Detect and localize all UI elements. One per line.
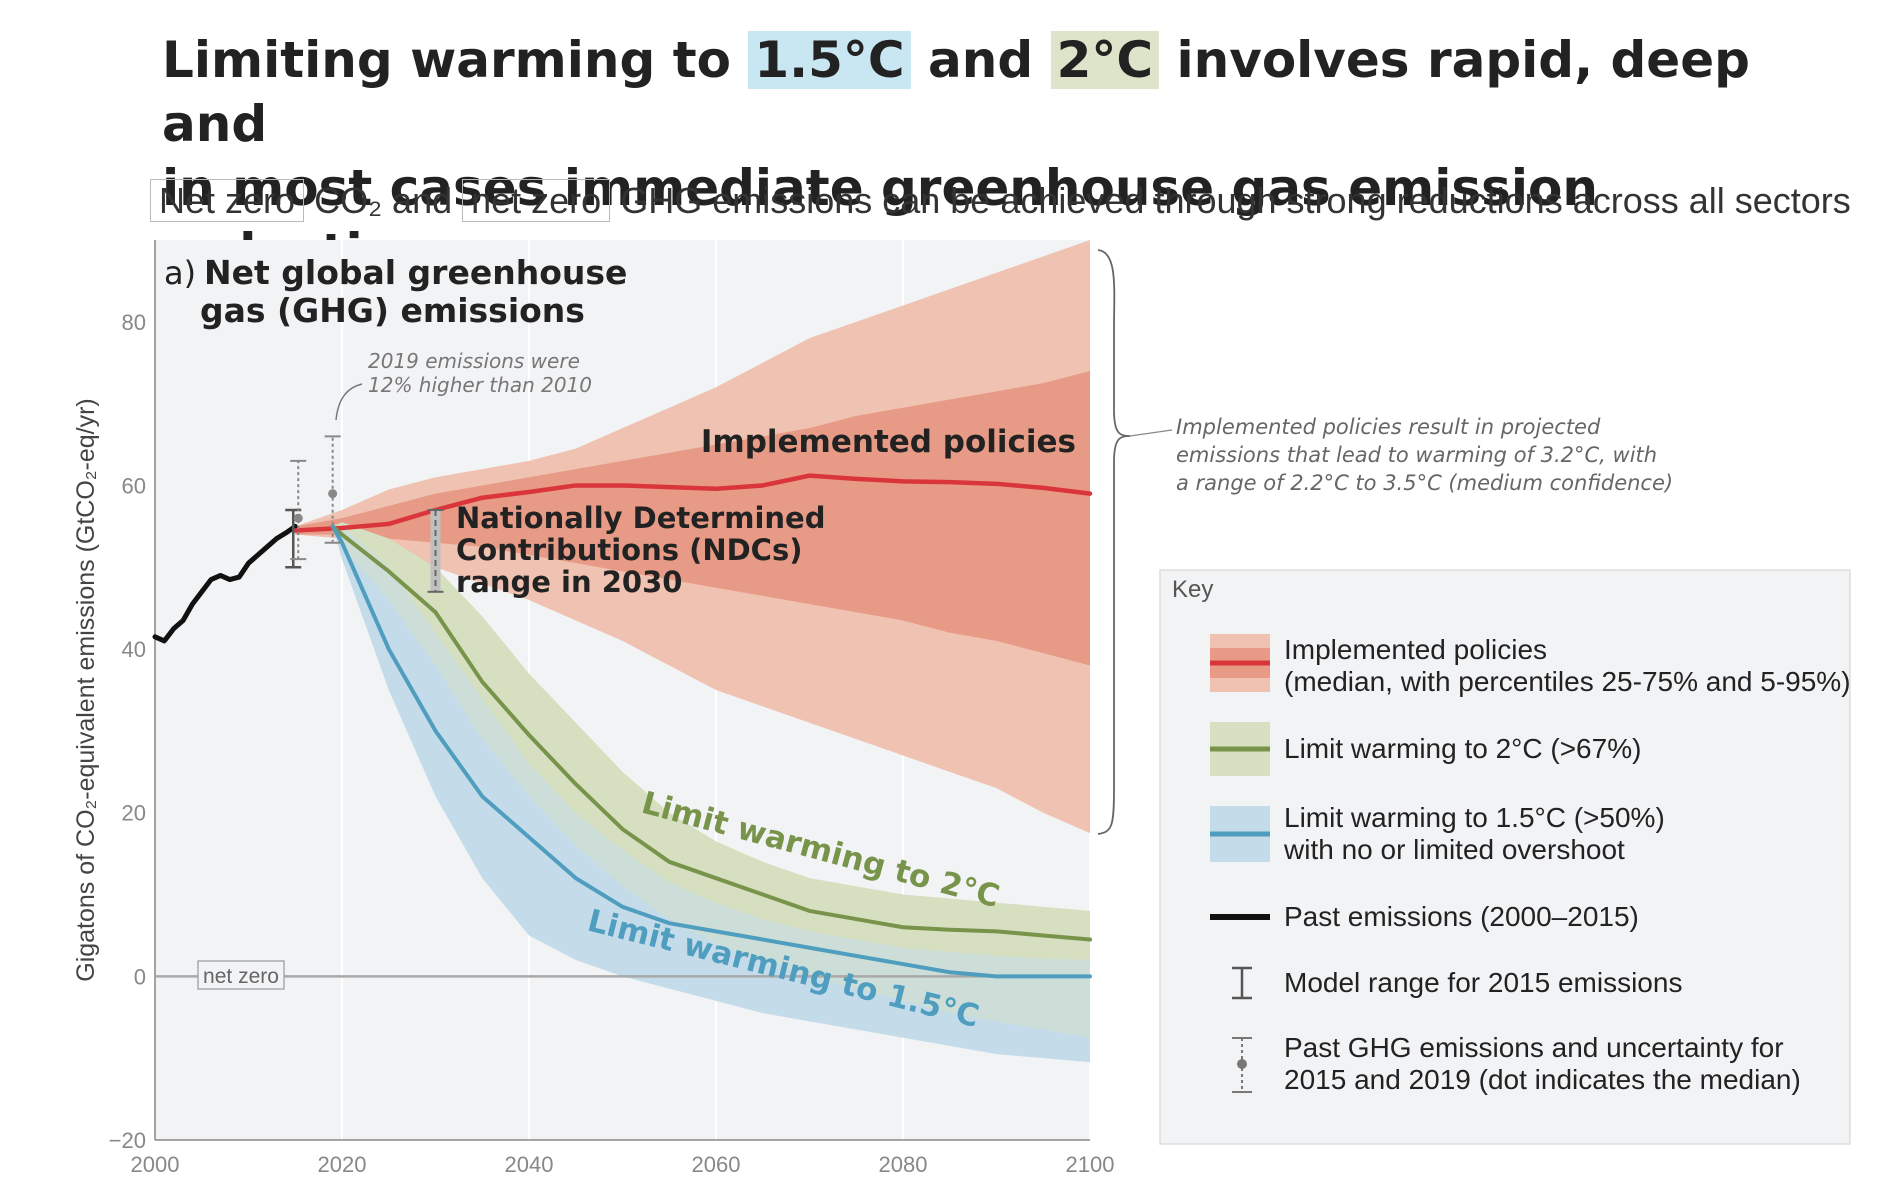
legend-label-past-uncertainty-line-2: 2015 and 2019 (dot indicates the median)	[1284, 1064, 1801, 1095]
legend-title: Key	[1172, 576, 1214, 603]
legend-label-past-uncertainty: Past GHG emissions and uncertainty for 2…	[1284, 1032, 1801, 1096]
panel-title-line-1: Net global greenhouse	[204, 253, 627, 292]
legend-label-model-range: Model range for 2015 emissions	[1284, 967, 1683, 998]
y-tick-label-20: 20	[122, 801, 146, 826]
two-deg-band	[332, 522, 1090, 1038]
panel-label: a)	[164, 254, 196, 292]
legend-label-implemented-line-1: Implemented policies	[1284, 634, 1548, 665]
two-deg-median-line	[330, 524, 1092, 942]
implemented-policies-label: Implemented policies	[701, 424, 1076, 460]
two-deg-band-overlay	[332, 522, 1090, 1038]
brace-note-line-1: Implemented policies result in projected	[1176, 415, 1601, 439]
legend-swatch-past-uncertainty	[1232, 1037, 1252, 1093]
y-tick-labels: −20 0 20 40 60 80	[109, 310, 146, 1153]
subtitle: Net zero CO₂ and net zero GHG emissions …	[150, 178, 1870, 224]
subtitle-box-net-zero-ghg: net zero	[462, 179, 611, 222]
subtitle-part-1: CO₂ and	[304, 180, 463, 221]
implemented-brace	[1097, 249, 1131, 835]
legend-label-two-deg: Limit warming to 2°C (>67%)	[1284, 733, 1642, 764]
legend-swatch-model-range	[1232, 966, 1252, 1000]
title-part-3: involves rapid, deep and	[162, 31, 1750, 153]
ndc-label-line-3: range in 2030	[456, 565, 682, 599]
y-tick-label-0: 0	[134, 964, 146, 989]
series-bands	[295, 240, 1090, 1063]
one-five-band	[332, 526, 1090, 1063]
past-uncertainty-median-2019	[328, 489, 338, 499]
legend-box	[1159, 569, 1851, 1145]
annotation-2019-arrow	[335, 383, 363, 421]
past-uncertainty-median-2015	[293, 513, 303, 523]
legend-label-implemented: Implemented policies (median, with perce…	[1284, 634, 1851, 698]
x-tick-label-2040: 2040	[505, 1152, 554, 1177]
brace-note-line-3: a range of 2.2°C to 3.5°C (medium confid…	[1176, 471, 1673, 495]
ndc-label-line-2: Contributions (NDCs)	[456, 533, 803, 567]
legend-label-one-five-line-1: Limit warming to 1.5°C (>50%)	[1284, 802, 1665, 833]
legend-label-implemented-line-2: (median, with percentiles 25-75% and 5-9…	[1284, 666, 1851, 697]
x-tick-labels: 2000 2020 2040 2060 2080 2100	[131, 1152, 1115, 1177]
x-tick-label-2000: 2000	[131, 1152, 180, 1177]
net-zero-label: net zero	[203, 965, 279, 988]
title-highlight-1-5: 1.5°C	[748, 31, 911, 89]
past-emissions-line	[152, 523, 298, 644]
y-tick-label-60: 60	[122, 473, 146, 498]
series-lines	[152, 473, 1093, 979]
x-tick-label-2060: 2060	[692, 1152, 741, 1177]
brace-note-line-2: emissions that lead to warming of 3.2°C,…	[1176, 443, 1657, 467]
y-axis-label: Gigatons of CO₂-equivalent emissions (Gt…	[72, 398, 100, 982]
title-part-2: and	[910, 31, 1051, 89]
legend-swatch-two-deg	[1210, 722, 1270, 776]
subtitle-box-net-zero-co2: Net zero	[150, 179, 305, 222]
net-zero-label-box	[197, 960, 285, 990]
implemented-band-25-75	[295, 370, 1090, 666]
panel-title-line-2: gas (GHG) emissions	[200, 291, 585, 330]
x-tick-label-2020: 2020	[318, 1152, 367, 1177]
legend-label-past: Past emissions (2000–2015)	[1284, 901, 1639, 932]
legend-label-past-uncertainty-line-1: Past GHG emissions and uncertainty for	[1284, 1032, 1784, 1063]
title-part-1: Limiting warming to	[162, 31, 749, 89]
subtitle-part-2: GHG emissions can be achieved through st…	[610, 180, 1851, 221]
title-highlight-2: 2°C	[1050, 31, 1160, 89]
implemented-median-line	[293, 473, 1093, 533]
brace-connector	[1129, 429, 1173, 437]
legend-swatch-one-five	[1210, 806, 1270, 862]
x-tick-label-2100: 2100	[1066, 1152, 1115, 1177]
annotation-2019-line-2: 12% higher than 2010	[368, 373, 592, 397]
legend-swatch-implemented	[1210, 634, 1270, 692]
annotation-2019-line-1: 2019 emissions were	[368, 349, 580, 373]
y-tick-label-80: 80	[122, 310, 146, 335]
ndc-label-line-1: Nationally Determined	[456, 501, 825, 535]
legend-label-one-five: Limit warming to 1.5°C (>50%) with no or…	[1284, 802, 1665, 866]
y-tick-label-40: 40	[122, 637, 146, 662]
y-tick-label--20: −20	[109, 1128, 146, 1153]
x-tick-label-2080: 2080	[879, 1152, 928, 1177]
legend-label-one-five-line-2: with no or limited overshoot	[1284, 834, 1625, 865]
error-bars	[285, 435, 444, 593]
one-five-median-line	[330, 524, 1092, 979]
